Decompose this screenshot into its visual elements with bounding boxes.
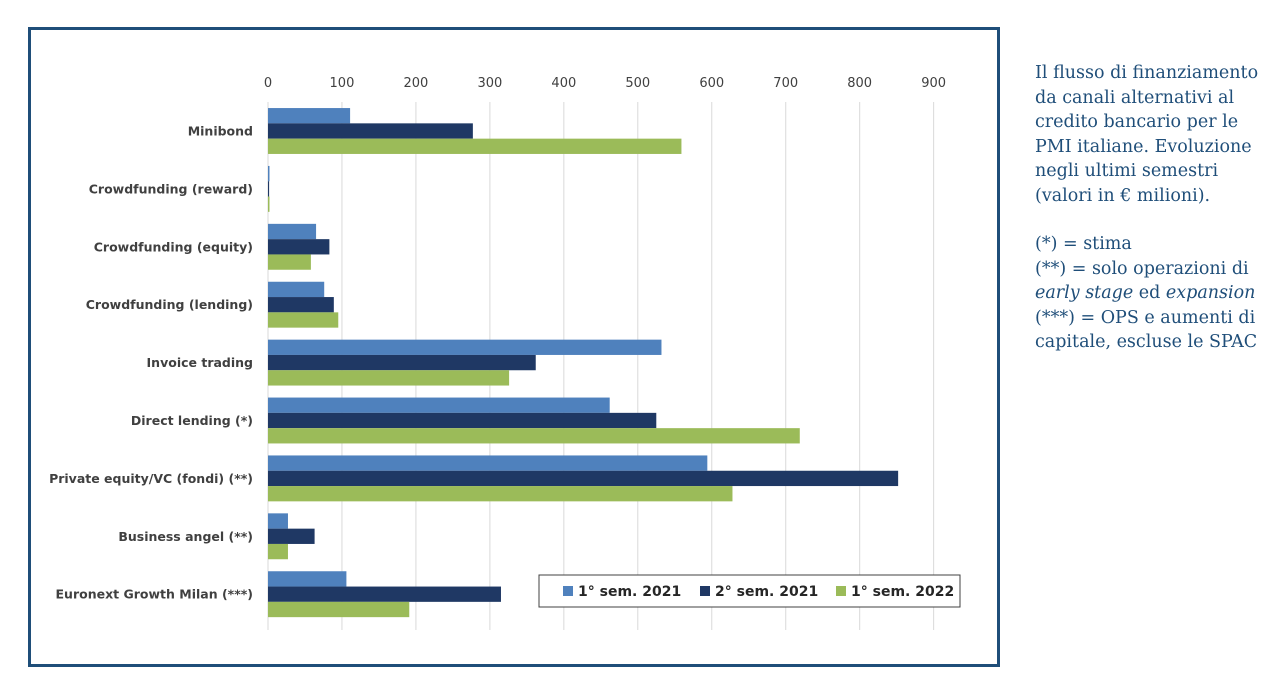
bar [268,339,662,355]
bar [268,397,610,413]
legend-label: 1° sem. 2022 [851,584,954,600]
category-label: Direct lending (*) [131,413,253,428]
bar [268,601,410,618]
bar [268,297,334,313]
bar [268,513,288,529]
footnote-stage-line1: (**) = solo operazioni di [1035,258,1249,279]
x-tick-label: 0 [264,76,272,91]
footnote-stage-line2: early stage ed expansion [1035,281,1275,306]
legend-box [538,574,961,608]
gridlines [267,102,935,630]
x-tick-label: 800 [847,76,872,91]
description-line: da canali alternativi al [1035,87,1235,108]
x-tick-label: 300 [477,76,502,91]
bar [268,354,536,371]
category-label: Euronext Growth Milan (***) [56,587,253,602]
footnote-connector: ed [1133,283,1166,303]
category-label: Minibond [188,124,253,139]
description-line: Il flusso di finanziamento [1035,63,1259,83]
bar-chart: 0 100 200 300 400 500 600 700 800 900 Minibond Cro… [49,76,961,630]
bar [268,412,657,429]
x-tick-label: 500 [625,76,650,91]
footnote-italic-early: early stage [1035,283,1134,303]
footnote-estimate: (*) = stima [1035,234,1132,254]
x-tick-label: 100 [330,76,355,91]
x-tick-label: 600 [699,76,724,91]
category-label: Crowdfunding (reward) [89,181,253,196]
chart-frame: 0 100 200 300 400 500 600 700 800 900 Minibond Cro… [28,27,1000,667]
description-line: negli ultimi semestri [1035,161,1219,181]
chart-description: Il flusso di finanziamento da canali alt… [1035,61,1275,208]
bar [268,223,317,240]
bar [268,138,682,154]
footnote-ops-line2: capitale, escluse le SPAC [1035,332,1258,352]
bar [268,181,270,197]
category-label: Crowdfunding (equity) [94,239,253,254]
bar [268,586,501,602]
x-tick-label: 200 [404,76,429,91]
category-label: Crowdfunding (lending) [86,297,253,312]
category-label: Private equity/VC (fondi) (**) [49,471,253,486]
x-axis-ticks: 0 100 200 300 400 500 600 700 800 900 [264,76,946,91]
x-tick-label: 700 [773,76,798,91]
bar [268,455,708,471]
bars [268,108,899,618]
bar [268,486,733,502]
bar [268,165,270,182]
x-tick-label: 900 [921,76,946,91]
bar [268,571,347,587]
bar [268,370,510,386]
bar [268,470,899,487]
legend-label: 1° sem. 2021 [578,584,681,600]
legend: 1° sem. 2021 2° sem. 2021 1° sem. 2022 [538,574,961,608]
category-label: Business angel (**) [118,529,253,544]
bar [268,239,330,255]
legend-swatch [700,586,710,596]
bar [268,281,325,298]
bar [268,312,339,328]
bar [268,543,288,560]
category-labels: Minibond Crowdfunding (reward) Crowdfundin… [49,124,253,602]
side-note: Il flusso di finanziamento da canali alt… [1035,61,1275,355]
footnotes: (*) = stima (**) = solo operazioni di ea… [1035,232,1275,355]
description-line: credito bancario per le [1035,112,1239,132]
bar [268,196,270,212]
legend-label: 2° sem. 2021 [715,584,818,600]
bar [268,123,473,139]
bar [268,254,311,270]
footnote-italic-expansion: expansion [1165,283,1256,303]
legend-swatch [836,586,846,596]
category-label: Invoice trading [147,355,253,370]
x-tick-label: 400 [551,76,576,91]
bar [268,428,800,444]
bar [268,528,315,544]
description-line: (valori in € milioni). [1035,185,1211,206]
description-line: PMI italiane. Evoluzione [1035,136,1252,157]
bar [268,108,351,124]
legend-swatch [563,586,573,596]
footnote-ops-line1: (***) = OPS e aumenti di [1035,307,1256,328]
